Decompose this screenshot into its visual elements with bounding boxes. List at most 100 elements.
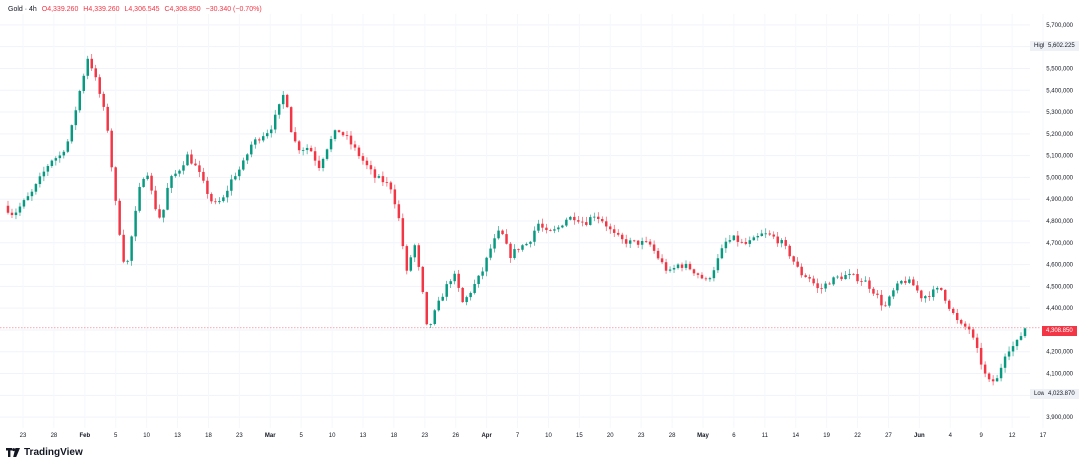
candle-body	[664, 262, 668, 271]
candle	[517, 248, 520, 253]
time-tick-label: 18	[205, 433, 212, 439]
candle-body	[389, 182, 393, 190]
candle	[616, 229, 620, 237]
candle-body	[297, 141, 301, 151]
candle-body	[852, 273, 855, 275]
candle	[904, 276, 907, 285]
candle-body	[497, 230, 500, 239]
candle-body	[293, 132, 297, 142]
candle-body	[26, 196, 30, 201]
candle	[776, 231, 779, 247]
candle	[585, 216, 588, 227]
candle	[828, 281, 831, 285]
candle-body	[150, 175, 153, 191]
price-tick-label: 5,100,000	[1046, 154, 1073, 160]
candle-body	[616, 232, 620, 235]
time-tick-label: 17	[1040, 433, 1047, 439]
candle	[1003, 353, 1007, 373]
price-tick-label: 4,700,000	[1046, 241, 1073, 247]
candle-body	[900, 280, 903, 284]
candle-body	[1015, 339, 1019, 347]
candle	[62, 150, 66, 159]
candle-body	[565, 219, 568, 226]
candle	[142, 177, 145, 188]
candle	[166, 183, 169, 211]
candle	[836, 275, 839, 280]
candle	[409, 255, 413, 273]
candle-body	[979, 347, 983, 365]
candle-body	[684, 263, 688, 268]
price-tick-label: 4,900,000	[1046, 197, 1073, 203]
candle-body	[134, 210, 137, 237]
candle-body	[812, 278, 815, 284]
tradingview-logo[interactable]: TradingView	[6, 447, 83, 458]
candle-body	[78, 91, 82, 111]
candle-body	[569, 216, 572, 220]
candle-body	[190, 154, 193, 164]
candle-body	[417, 245, 421, 267]
candle-body	[277, 104, 281, 115]
time-tick-label: May	[697, 433, 709, 439]
time-tick-label: 12	[1009, 433, 1016, 439]
candle-body	[337, 130, 341, 133]
candle	[22, 198, 26, 209]
candle	[880, 289, 883, 311]
candle-body	[916, 285, 919, 291]
price-tick-label: 4,200,000	[1046, 350, 1073, 356]
candle-body	[126, 260, 129, 262]
candle	[999, 363, 1003, 382]
candle	[158, 204, 161, 219]
candle-body	[18, 206, 22, 213]
candle	[445, 280, 448, 301]
candle-body	[54, 158, 58, 161]
candle-body	[800, 266, 803, 276]
candle	[54, 156, 58, 166]
candle	[250, 141, 253, 158]
candle-body	[744, 242, 748, 244]
candle	[967, 323, 971, 335]
candle	[640, 237, 644, 250]
candle-body	[269, 129, 273, 134]
candle	[728, 235, 732, 244]
time-tick-label: 27	[885, 433, 892, 439]
candle	[541, 218, 544, 232]
candle-body	[636, 240, 640, 245]
candle	[800, 263, 803, 278]
candle-body	[668, 269, 672, 271]
candle	[848, 269, 851, 280]
candle	[126, 259, 129, 265]
candle	[481, 267, 484, 280]
candle	[688, 261, 692, 271]
candle	[218, 197, 221, 205]
candle-body	[608, 226, 612, 230]
candle	[772, 231, 775, 240]
candle-body	[648, 241, 652, 245]
candle-body	[620, 234, 624, 240]
candle	[58, 151, 62, 163]
candle-body	[485, 257, 488, 272]
candle-body	[501, 230, 504, 235]
symbol-name[interactable]: Gold · 4h	[8, 6, 37, 13]
candle	[421, 265, 425, 294]
candle	[234, 172, 237, 181]
candle	[872, 287, 875, 297]
candle	[860, 278, 863, 286]
candle-body	[6, 205, 10, 213]
candle-body	[405, 246, 409, 271]
candle	[780, 238, 783, 248]
candle-body	[385, 182, 389, 183]
candle-body	[991, 379, 995, 382]
candle	[664, 258, 668, 274]
candle	[916, 280, 919, 294]
candle-body	[182, 165, 185, 171]
candle-body	[262, 136, 265, 141]
candle-body	[816, 283, 819, 289]
candle	[162, 209, 165, 223]
candle-body	[676, 264, 680, 269]
candle	[210, 192, 213, 204]
candle	[238, 166, 241, 181]
high-value: 5,602.225	[1048, 43, 1075, 49]
candle-body	[995, 378, 999, 382]
candle	[553, 225, 556, 234]
